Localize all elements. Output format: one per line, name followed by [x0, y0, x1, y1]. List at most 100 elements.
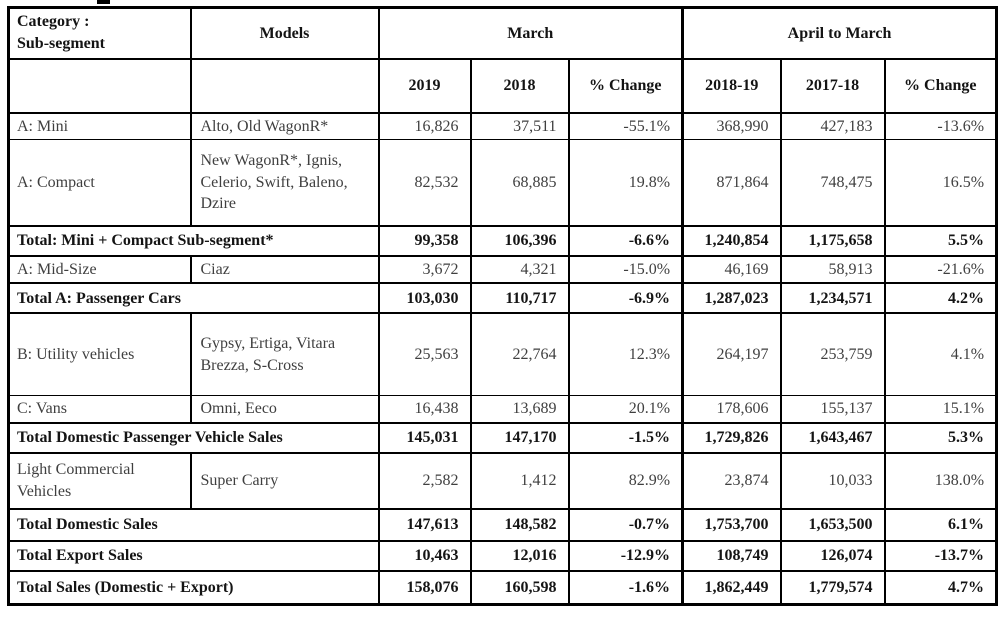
march-2019-cell: 158,076 — [377, 569, 472, 606]
header-row-subcolumns: 2019 2018 % Change 2018-19 2017-18 % Cha… — [7, 57, 998, 114]
header-models: Models — [189, 6, 380, 60]
fy-2018-19-cell: 1,240,854 — [681, 224, 782, 257]
fy-pct-change-cell: 5.5% — [883, 224, 998, 257]
fy-2018-19-cell: 264,197 — [681, 312, 782, 396]
header-col-2019: 2019 — [377, 57, 472, 114]
march-2019-cell: 2,582 — [377, 452, 472, 510]
fy-2017-18-cell: 1,643,467 — [779, 421, 886, 454]
fy-pct-change-cell: -21.6% — [883, 255, 998, 284]
march-2018-cell: 68,885 — [469, 139, 570, 227]
march-2019-cell: 3,672 — [377, 255, 472, 284]
table-row: Light Commercial Vehicles Super Carry 2,58… — [7, 452, 998, 510]
total-row: Total Domestic Sales 147,613 148,582 -0.7% 1… — [7, 507, 998, 542]
march-2019-cell: 25,563 — [377, 312, 472, 396]
fy-pct-change-cell: -13.7% — [883, 539, 998, 572]
category-cell: C: Vans — [7, 394, 192, 424]
fy-2018-19-cell: 368,990 — [681, 112, 782, 141]
fy-pct-change-cell: 4.7% — [883, 569, 998, 606]
fy-2017-18-cell: 1,653,500 — [779, 507, 886, 542]
header-col-pct-change-fy: % Change — [883, 57, 998, 114]
header-col-2017-18: 2017-18 — [779, 57, 886, 114]
header-group-march: March — [377, 6, 684, 60]
march-2018-cell: 160,598 — [469, 569, 570, 606]
fy-pct-change-cell: 138.0% — [883, 452, 998, 510]
table-row: A: Compact New WagonR*, Ignis, Celerio, S… — [7, 139, 998, 227]
header-category: Category : Sub-segment — [7, 6, 192, 60]
march-2018-cell: 110,717 — [469, 282, 570, 315]
march-2019-cell: 99,358 — [377, 224, 472, 257]
fy-2017-18-cell: 10,033 — [779, 452, 886, 510]
header-row-groups: Category : Sub-segment Models March Apri… — [7, 6, 998, 60]
total-row-label: Total Sales (Domestic + Export) — [7, 569, 380, 606]
fy-2017-18-cell: 126,074 — [779, 539, 886, 572]
march-2019-cell: 10,463 — [377, 539, 472, 572]
march-2019-cell: 16,826 — [377, 112, 472, 141]
march-pct-change-cell: -1.5% — [567, 421, 684, 454]
fy-pct-change-cell: 6.1% — [883, 507, 998, 542]
total-row: Total A: Passenger Cars 103,030 110,717 -6.… — [7, 282, 998, 315]
fy-2017-18-cell: 253,759 — [779, 312, 886, 396]
header-group-april-to-march: April to March — [681, 6, 998, 60]
march-2018-cell: 4,321 — [469, 255, 570, 284]
table-row: B: Utility vehicles Gypsy, Ertiga, Vitara… — [7, 312, 998, 396]
march-pct-change-cell: -6.6% — [567, 224, 684, 257]
total-row-label: Total Domestic Sales — [7, 507, 380, 542]
march-2019-cell: 145,031 — [377, 421, 472, 454]
march-pct-change-cell: -1.6% — [567, 569, 684, 606]
march-2018-cell: 37,511 — [469, 112, 570, 141]
models-cell: Alto, Old WagonR* — [189, 112, 380, 141]
fy-2018-19-cell: 108,749 — [681, 539, 782, 572]
march-pct-change-cell: -6.9% — [567, 282, 684, 315]
fy-pct-change-cell: 4.2% — [883, 282, 998, 315]
march-pct-change-cell: -0.7% — [567, 507, 684, 542]
fy-2018-19-cell: 1,287,023 — [681, 282, 782, 315]
total-row: Total Domestic Passenger Vehicle Sales 14… — [7, 421, 998, 454]
fy-2018-19-cell: 178,606 — [681, 394, 782, 424]
total-row-label: Total Domestic Passenger Vehicle Sales — [7, 421, 380, 454]
header-col-2018: 2018 — [469, 57, 570, 114]
header-empty-models — [189, 57, 380, 114]
march-2019-cell: 147,613 — [377, 507, 472, 542]
fy-2018-19-cell: 1,862,449 — [681, 569, 782, 606]
march-2018-cell: 12,016 — [469, 539, 570, 572]
table-body: A: Mini Alto, Old WagonR* 16,826 37,511 -55.… — [7, 112, 998, 606]
category-cell: Light Commercial Vehicles — [7, 452, 192, 510]
march-pct-change-cell: 12.3% — [567, 312, 684, 396]
fy-2018-19-cell: 871,864 — [681, 139, 782, 227]
cropped-text-fragment — [97, 0, 110, 4]
fy-2017-18-cell: 58,913 — [779, 255, 886, 284]
models-cell: Omni, Eeco — [189, 394, 380, 424]
fy-pct-change-cell: 5.3% — [883, 421, 998, 454]
march-2019-cell: 16,438 — [377, 394, 472, 424]
header-empty-category — [7, 57, 192, 114]
models-cell: New WagonR*, Ignis, Celerio, Swift, Bale… — [189, 139, 380, 227]
table-header: Category : Sub-segment Models March Apri… — [7, 6, 998, 114]
fy-2018-19-cell: 1,729,826 — [681, 421, 782, 454]
fy-2017-18-cell: 1,779,574 — [779, 569, 886, 606]
fy-2017-18-cell: 1,175,658 — [779, 224, 886, 257]
category-cell: B: Utility vehicles — [7, 312, 192, 396]
march-2018-cell: 1,412 — [469, 452, 570, 510]
fy-2018-19-cell: 1,753,700 — [681, 507, 782, 542]
models-cell: Super Carry — [189, 452, 380, 510]
march-2018-cell: 22,764 — [469, 312, 570, 396]
fy-2017-18-cell: 1,234,571 — [779, 282, 886, 315]
category-cell: A: Compact — [7, 139, 192, 227]
header-col-2018-19: 2018-19 — [681, 57, 782, 114]
header-category-line2: Sub-segment — [17, 35, 106, 53]
fy-2018-19-cell: 46,169 — [681, 255, 782, 284]
total-row: Total Export Sales 10,463 12,016 -12.9% 108,… — [7, 539, 998, 572]
march-pct-change-cell: -55.1% — [567, 112, 684, 141]
march-2019-cell: 82,532 — [377, 139, 472, 227]
march-2018-cell: 147,170 — [469, 421, 570, 454]
fy-2017-18-cell: 155,137 — [779, 394, 886, 424]
march-pct-change-cell: 20.1% — [567, 394, 684, 424]
header-category-line1: Category : — [17, 13, 90, 30]
header-col-pct-change-march: % Change — [567, 57, 684, 114]
fy-pct-change-cell: 4.1% — [883, 312, 998, 396]
fy-2018-19-cell: 23,874 — [681, 452, 782, 510]
total-row: Total: Mini + Compact Sub-segment* 99,358… — [7, 224, 998, 257]
total-row: Total Sales (Domestic + Export) 158,076 16… — [7, 569, 998, 606]
models-cell: Ciaz — [189, 255, 380, 284]
